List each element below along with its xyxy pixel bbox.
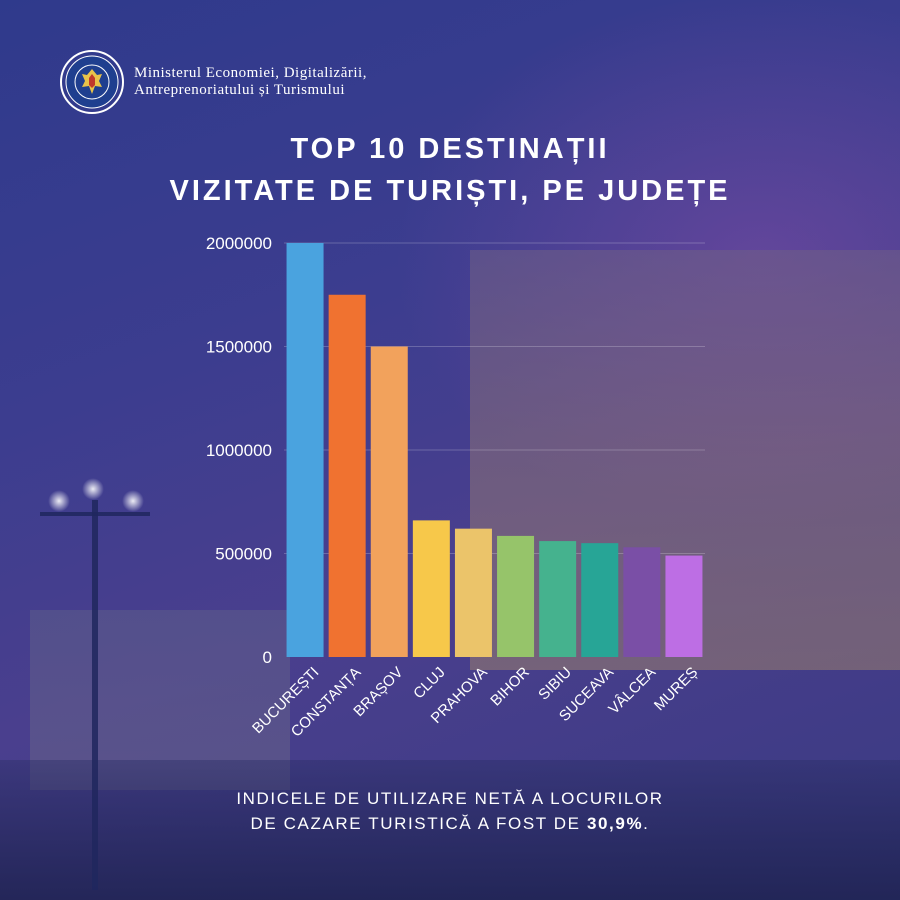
chart-title-line1: TOP 10 DESTINAȚII [290, 133, 610, 165]
street-lamp-arm [40, 512, 150, 516]
ministry-header: Ministerul Economiei, Digitalizării, Ant… [60, 50, 367, 114]
lamp-light [122, 490, 144, 512]
bar-9 [623, 547, 661, 657]
bar-2 [328, 294, 366, 657]
ministry-name-line1: Ministerul Economiei, Digitalizării, [134, 65, 367, 81]
footer-line2-text: DE CAZARE TURISTICĂ A FOST DE [250, 814, 587, 833]
chart-title-line2: VIZITATE DE TURIȘTI, PE JUDEȚE [169, 175, 731, 207]
x-tick-label: VÂLCEA [605, 664, 659, 718]
chart-title: TOP 10 DESTINAȚII VIZITATE DE TURIȘTI, P… [0, 128, 900, 212]
ministry-name-line2: Antreprenoriatului și Turismului [134, 82, 345, 98]
y-tick-label: 500000 [215, 545, 272, 564]
bar-1 [286, 243, 324, 657]
y-tick-label: 1000000 [206, 441, 272, 460]
bar-3 [370, 346, 408, 657]
y-tick-label: 1500000 [206, 338, 272, 357]
bar-4 [412, 520, 450, 657]
bar-7 [539, 541, 577, 657]
lamp-light [82, 478, 104, 500]
x-tick-label: BIHOR [487, 664, 533, 710]
y-tick-label: 0 [263, 648, 272, 667]
government-seal-icon [60, 50, 124, 114]
bar-8 [581, 543, 619, 657]
street-lamp [92, 500, 98, 890]
y-tick-label: 2000000 [206, 234, 272, 253]
footer-line1: INDICELE DE UTILIZARE NETĂ A LOCURILOR [236, 789, 664, 808]
x-tick-label: CLUJ [410, 664, 449, 703]
bar-6 [497, 535, 535, 657]
lamp-light [48, 490, 70, 512]
footer-line2-end: . [643, 814, 650, 833]
x-tick-label: MUREȘ [651, 664, 701, 714]
occupancy-value: 30,9% [586, 814, 644, 833]
footer-note: INDICELE DE UTILIZARE NETĂ A LOCURILOR D… [0, 786, 900, 836]
x-tick-label: SIBIU [535, 664, 575, 704]
footer-line2: DE CAZARE TURISTICĂ A FOST DE 30,9%. [0, 811, 900, 836]
bar-10 [665, 555, 703, 657]
ministry-name: Ministerul Economiei, Digitalizării, Ant… [134, 65, 367, 99]
ground-shadow [0, 760, 900, 900]
bar-5 [454, 528, 492, 657]
